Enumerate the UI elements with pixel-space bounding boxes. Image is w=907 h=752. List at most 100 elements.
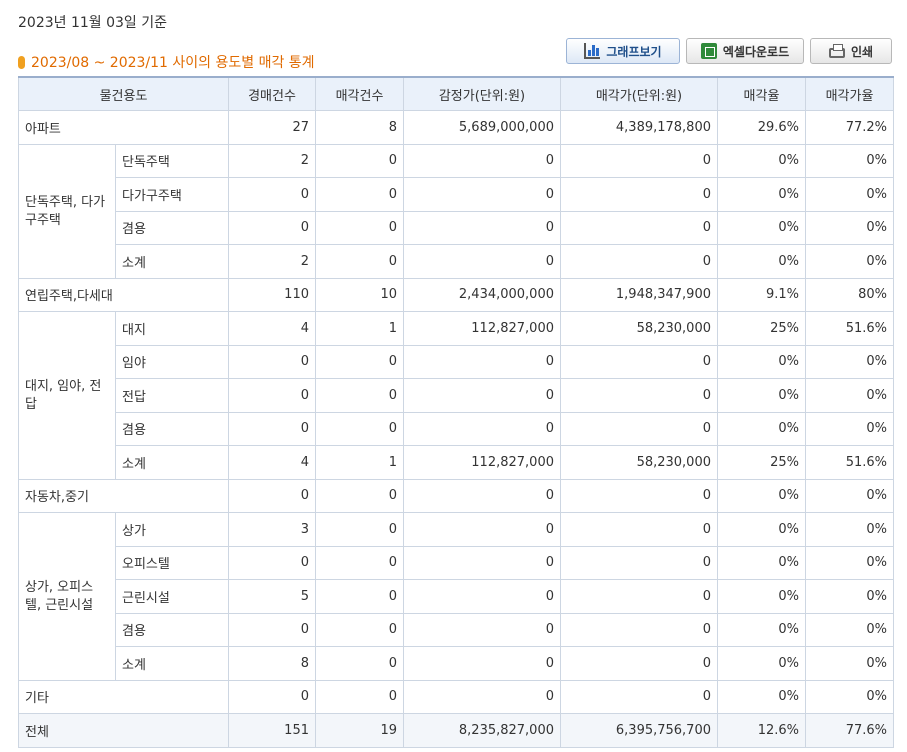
cell-price: 6,395,756,700 — [560, 713, 718, 748]
cell-cases: 4 — [228, 311, 316, 346]
row-label: 연립주택,다세대 — [18, 277, 229, 312]
cell-cases: 110 — [228, 277, 316, 312]
table-row: 오피스텔 0 0 0 0 0% 0% — [19, 545, 894, 580]
cell-cases: 0 — [228, 378, 316, 413]
row-label: 전답 — [115, 378, 229, 413]
row-label: 임야 — [115, 344, 229, 379]
cell-sold: 0 — [315, 478, 404, 513]
cell-rate: 0% — [717, 143, 806, 178]
cell-cases: 2 — [228, 143, 316, 178]
cell-sold: 0 — [315, 579, 404, 614]
table-row: 상가, 오피스텔, 근린시설 상가 3 0 0 0 0% 0% — [18, 512, 894, 681]
cell-price-rate: 51.6% — [805, 311, 894, 346]
cell-rate: 0% — [717, 612, 806, 647]
cell-price: 0 — [560, 612, 718, 647]
cell-rate: 0% — [717, 344, 806, 379]
cell-cases: 4 — [228, 445, 316, 480]
cell-rate: 0% — [717, 579, 806, 614]
cell-price-rate: 0% — [805, 646, 894, 681]
row-label: 겸용 — [115, 612, 229, 647]
cell-rate: 9.1% — [717, 277, 806, 312]
cell-cases: 0 — [228, 612, 316, 647]
cell-cases: 0 — [228, 411, 316, 446]
header-usage: 물건용도 — [18, 76, 229, 111]
cell-price-rate: 0% — [805, 244, 894, 279]
cell-price: 4,389,178,800 — [560, 110, 718, 145]
cell-price: 0 — [560, 579, 718, 614]
table-row: 자동차,중기 0 0 0 0 0% 0% — [18, 478, 894, 513]
cell-sold: 0 — [315, 177, 404, 212]
table-row: 소계 4 1 112,827,000 58,230,000 25% 51.6% — [19, 445, 894, 480]
cell-price: 0 — [560, 210, 718, 245]
cell-cases: 0 — [228, 177, 316, 212]
cell-appraisal: 0 — [403, 411, 561, 446]
cell-appraisal: 0 — [403, 478, 561, 513]
cell-sold: 0 — [315, 344, 404, 379]
row-label: 자동차,중기 — [18, 478, 229, 513]
header-price: 매각가(단위:원) — [560, 76, 718, 111]
cell-price-rate: 0% — [805, 177, 894, 212]
cell-appraisal: 0 — [403, 579, 561, 614]
cell-price-rate: 77.2% — [805, 110, 894, 145]
cell-sold: 0 — [315, 378, 404, 413]
row-label: 소계 — [115, 646, 229, 681]
cell-appraisal: 0 — [403, 210, 561, 245]
row-label: 근린시설 — [115, 579, 229, 614]
cell-appraisal: 0 — [403, 545, 561, 580]
cell-price-rate: 0% — [805, 612, 894, 647]
cell-rate: 0% — [717, 646, 806, 681]
print-button[interactable]: 인쇄 — [810, 38, 892, 64]
cell-appraisal: 0 — [403, 143, 561, 178]
cell-rate: 12.6% — [717, 713, 806, 748]
cell-appraisal: 0 — [403, 646, 561, 681]
cell-cases: 0 — [228, 210, 316, 245]
group-label-commercial: 상가, 오피스텔, 근린시설 — [18, 512, 116, 681]
graph-view-label: 그래프보기 — [606, 44, 662, 59]
excel-download-button[interactable]: 엑셀다운로드 — [686, 38, 804, 64]
table-row: 근린시설 5 0 0 0 0% 0% — [19, 579, 894, 614]
cell-cases: 2 — [228, 244, 316, 279]
cell-appraisal: 0 — [403, 378, 561, 413]
subtitle-text: 2023/08 ~ 2023/11 사이의 용도별 매각 통계 — [31, 55, 315, 71]
cell-cases: 0 — [228, 679, 316, 714]
cell-rate: 0% — [717, 478, 806, 513]
cell-rate: 0% — [717, 177, 806, 212]
cell-appraisal: 0 — [403, 177, 561, 212]
cell-sold: 1 — [315, 311, 404, 346]
cell-rate: 25% — [717, 445, 806, 480]
table-row: 기타 0 0 0 0 0% 0% — [18, 679, 894, 714]
table-row: 다가구주택 0 0 0 0 0% 0% — [19, 177, 894, 212]
cell-price-rate: 0% — [805, 411, 894, 446]
cell-price-rate: 0% — [805, 512, 894, 547]
cell-price-rate: 0% — [805, 579, 894, 614]
cell-appraisal: 0 — [403, 512, 561, 547]
cell-sold: 0 — [315, 210, 404, 245]
group-label-house: 단독주택, 다가구주택 — [18, 143, 116, 279]
cell-price: 0 — [560, 143, 718, 178]
cell-sold: 19 — [315, 713, 404, 748]
cell-rate: 0% — [717, 411, 806, 446]
cell-rate: 0% — [717, 679, 806, 714]
cell-rate: 29.6% — [717, 110, 806, 145]
cell-sold: 0 — [315, 143, 404, 178]
cell-rate: 0% — [717, 244, 806, 279]
header-rate: 매각율 — [717, 76, 806, 111]
cell-price: 0 — [560, 411, 718, 446]
cell-price-rate: 0% — [805, 143, 894, 178]
cell-sold: 0 — [315, 244, 404, 279]
cell-price-rate: 80% — [805, 277, 894, 312]
cell-rate: 25% — [717, 311, 806, 346]
graph-view-button[interactable]: 그래프보기 — [566, 38, 680, 64]
cell-price: 1,948,347,900 — [560, 277, 718, 312]
cell-sold: 0 — [315, 679, 404, 714]
cell-price: 0 — [560, 545, 718, 580]
cell-sold: 1 — [315, 445, 404, 480]
cell-cases: 27 — [228, 110, 316, 145]
excel-download-label: 엑셀다운로드 — [722, 44, 790, 59]
table-row: 겸용 0 0 0 0 0% 0% — [19, 210, 894, 245]
group-label-land: 대지, 임야, 전답 — [18, 311, 116, 480]
toolbar: 그래프보기 엑셀다운로드 인쇄 — [566, 38, 892, 64]
row-label: 소계 — [115, 244, 229, 279]
cell-sold: 0 — [315, 646, 404, 681]
cell-price: 0 — [560, 177, 718, 212]
